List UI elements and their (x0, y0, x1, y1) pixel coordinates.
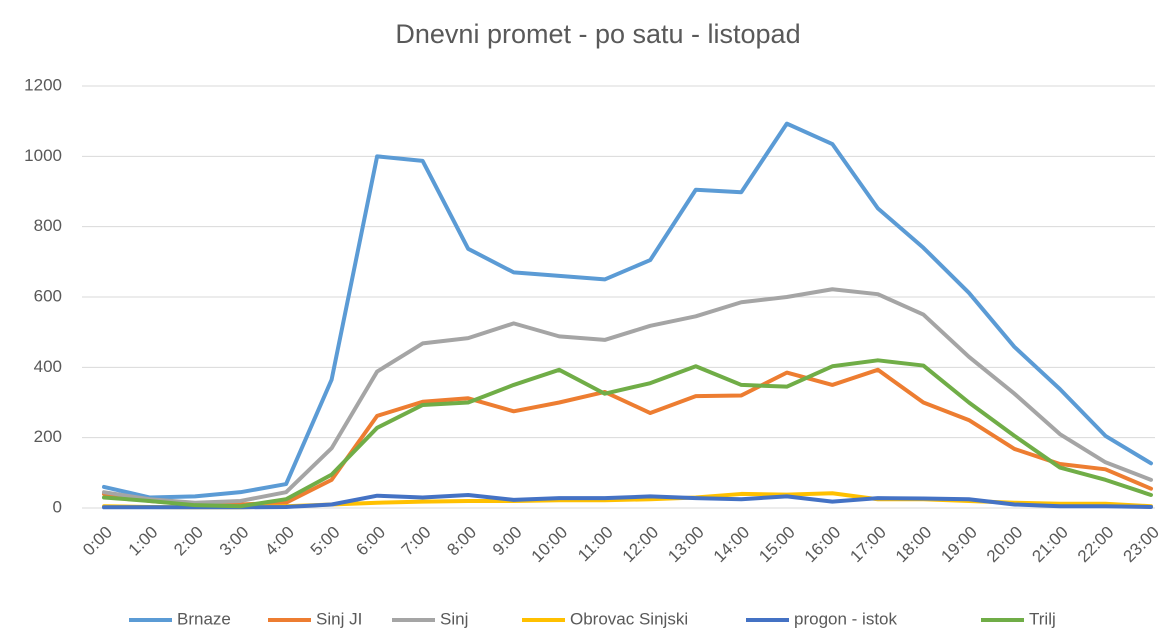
x-tick-label: 19:00 (937, 523, 981, 567)
x-tick-label: 3:00 (216, 523, 253, 560)
x-tick-label: 2:00 (170, 523, 207, 560)
x-tick-label: 0:00 (79, 523, 116, 560)
legend-label: progon - istok (794, 609, 897, 628)
x-tick-label: 14:00 (710, 523, 754, 567)
x-tick-label: 21:00 (1028, 523, 1072, 567)
x-tick-label: 22:00 (1074, 523, 1118, 567)
y-tick-label: 1200 (24, 75, 62, 94)
x-tick-label: 8:00 (443, 523, 480, 560)
x-tick-label: 10:00 (528, 523, 572, 567)
x-tick-label: 11:00 (574, 523, 617, 566)
x-tick-label: 5:00 (307, 523, 344, 560)
legend-label: Brnaze (177, 609, 231, 628)
x-tick-label: 6:00 (352, 523, 389, 560)
y-tick-label: 1000 (24, 146, 62, 165)
y-tick-label: 600 (34, 286, 62, 305)
legend-label: Sinj JI (316, 609, 362, 628)
x-tick-label: 7:00 (398, 523, 435, 560)
series-line (102, 121, 1153, 500)
legend-label: Obrovac Sinjski (570, 609, 688, 628)
legend-label: Sinj (440, 609, 468, 628)
x-tick-label: 20:00 (983, 523, 1027, 567)
x-tick-label: 4:00 (261, 523, 298, 560)
x-tick-label: 9:00 (489, 523, 526, 560)
series-line (102, 358, 1153, 509)
y-tick-label: 200 (34, 427, 62, 446)
y-tick-label: 800 (34, 216, 62, 235)
chart-title: Dnevni promet - po satu - listopad (395, 19, 800, 49)
y-tick-label: 0 (53, 497, 62, 516)
legend-label: Trilj (1029, 609, 1056, 628)
x-tick-label: 16:00 (801, 523, 845, 567)
series-line (102, 367, 1153, 507)
x-tick-label: 1:00 (125, 523, 162, 560)
x-tick-label: 15:00 (755, 523, 799, 567)
series-line (102, 287, 1153, 505)
y-tick-label: 400 (34, 357, 62, 376)
x-tick-label: 12:00 (619, 523, 663, 567)
x-tick-label: 13:00 (664, 523, 708, 567)
x-tick-label: 18:00 (892, 523, 936, 567)
x-tick-label: 23:00 (1119, 523, 1159, 567)
x-tick-label: 17:00 (846, 523, 890, 567)
series-line (102, 492, 1153, 510)
